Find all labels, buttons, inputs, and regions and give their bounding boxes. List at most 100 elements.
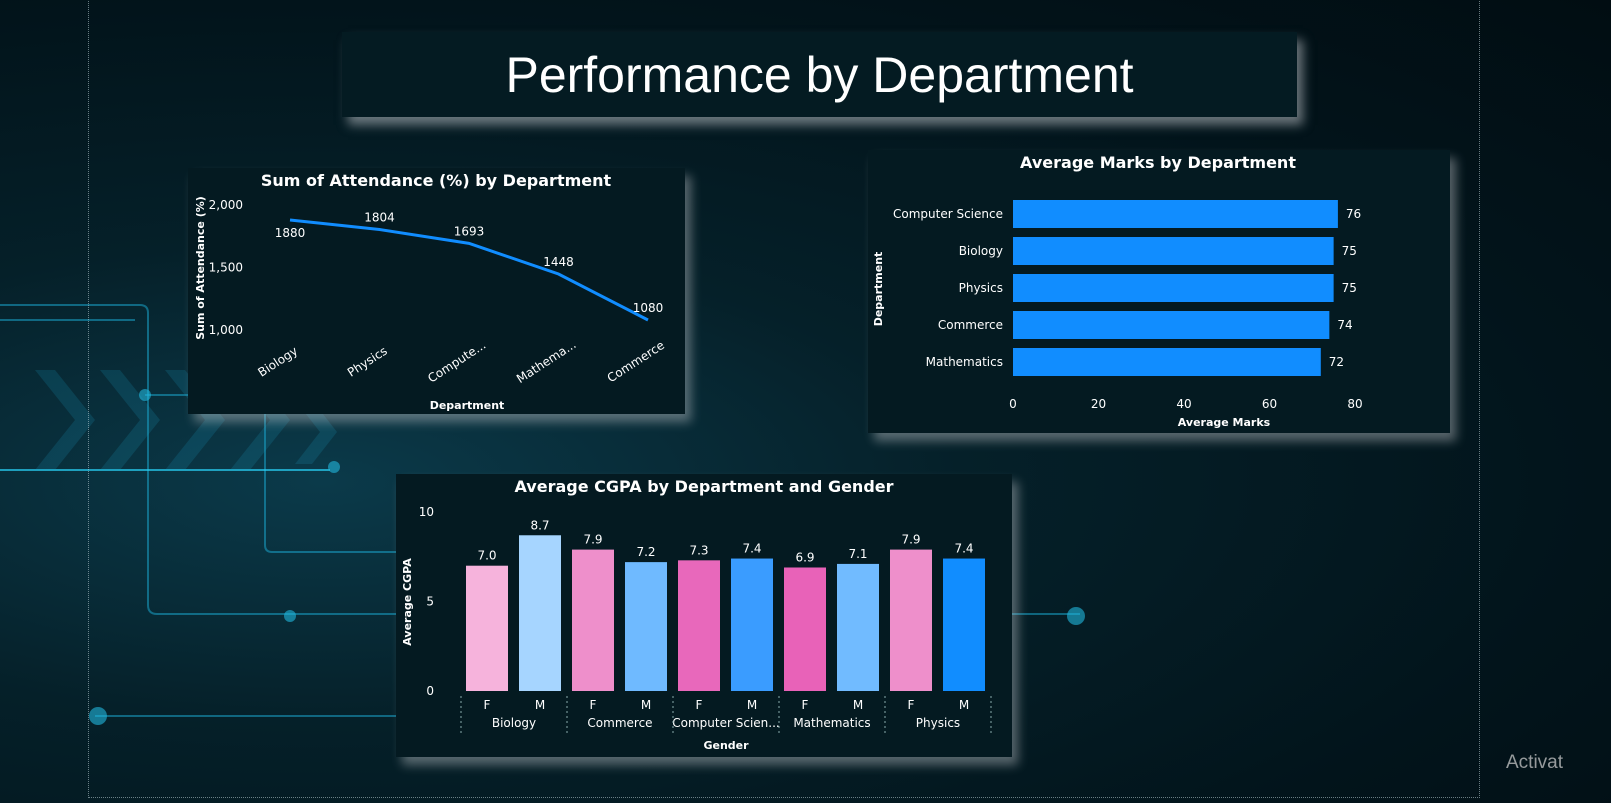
glow-dot: [1067, 607, 1085, 625]
bar[interactable]: [625, 562, 667, 691]
data-label: 7.1: [848, 547, 867, 561]
x-tick-label: 60: [1262, 397, 1277, 411]
data-label: 7.4: [742, 542, 761, 556]
y-tick-label: 2,000: [209, 198, 243, 212]
page-title-box: Performance by Department: [342, 32, 1297, 117]
chart-title: Sum of Attendance (%) by Department: [261, 171, 612, 190]
chart-title: Average Marks by Department: [1020, 153, 1296, 172]
data-label: 8.7: [530, 518, 549, 532]
y-tick-label: 5: [426, 595, 434, 609]
data-label: 75: [1342, 244, 1357, 258]
x-tick-label: M: [747, 698, 757, 712]
y-tick-label: Computer Science: [893, 207, 1003, 221]
y-tick-label: 0: [426, 684, 434, 698]
x-tick-label: M: [959, 698, 969, 712]
x-tick-label: Compute...: [425, 338, 488, 386]
data-label: 7.0: [477, 549, 496, 563]
x-tick-label: M: [535, 698, 545, 712]
x-tick-label: Mathema...: [514, 337, 579, 386]
group-label: Computer Scien...: [672, 716, 779, 730]
cgpa-chart-card[interactable]: Average CGPA by Department and Gender 0 5…: [396, 474, 1012, 757]
bar[interactable]: [943, 558, 985, 691]
cgpa-column-chart: Average CGPA by Department and Gender 0 5…: [401, 477, 992, 752]
x-tick-label: 40: [1176, 397, 1191, 411]
group-label: Biology: [492, 716, 536, 730]
circuit-line: [0, 304, 1080, 615]
x-tick-label: F: [590, 698, 597, 712]
x-tick-label: Physics: [345, 344, 390, 380]
y-axis-title: Average CGPA: [401, 558, 414, 646]
x-tick-label: Commerce: [605, 338, 667, 385]
data-label: 1693: [454, 224, 485, 238]
glow-dot: [89, 707, 107, 725]
data-label: 6.9: [795, 550, 814, 564]
group-label: Mathematics: [793, 716, 870, 730]
data-label: 1804: [364, 211, 395, 225]
y-tick-label: 1,500: [209, 261, 243, 275]
data-label: 7.3: [689, 543, 708, 557]
data-label: 72: [1329, 355, 1344, 369]
x-tick-label: F: [696, 698, 703, 712]
bar[interactable]: [466, 565, 508, 691]
data-label: 7.4: [954, 542, 973, 556]
x-tick-label: F: [802, 698, 809, 712]
bar[interactable]: [519, 535, 561, 691]
report-canvas-border: [88, 0, 1480, 798]
group-label: Commerce: [587, 716, 652, 730]
x-tick-label: 80: [1347, 397, 1362, 411]
marks-bar-chart: Average Marks by Department Computer Sci…: [872, 153, 1363, 429]
bar[interactable]: [1013, 237, 1334, 265]
bar[interactable]: [1013, 200, 1338, 228]
x-tick-label: F: [484, 698, 491, 712]
data-label: 7.9: [901, 533, 920, 547]
page-title: Performance by Department: [505, 46, 1134, 103]
x-tick-label: F: [908, 698, 915, 712]
marks-chart-card[interactable]: Average Marks by Department Computer Sci…: [868, 150, 1450, 433]
attendance-line-chart: Sum of Attendance (%) by Department 1,00…: [194, 171, 667, 412]
data-label: 75: [1342, 281, 1357, 295]
x-tick-label: M: [853, 698, 863, 712]
x-tick-label: 0: [1009, 397, 1017, 411]
data-label: 7.9: [583, 533, 602, 547]
bar[interactable]: [731, 558, 773, 691]
y-tick-label: 1,000: [209, 323, 243, 337]
bar[interactable]: [1013, 274, 1334, 302]
data-label: 1448: [543, 255, 574, 269]
y-axis-title: Department: [872, 252, 885, 327]
chevron-shape: [35, 370, 95, 470]
x-axis-title: Average Marks: [1178, 416, 1271, 429]
data-label: 76: [1346, 207, 1361, 221]
attendance-line: [289, 218, 649, 322]
bar[interactable]: [1013, 348, 1321, 376]
x-tick-label: 20: [1091, 397, 1106, 411]
chevron-shape: [100, 370, 160, 470]
chart-title: Average CGPA by Department and Gender: [514, 477, 893, 496]
bar[interactable]: [1013, 311, 1330, 339]
data-label: 7.2: [636, 545, 655, 559]
bar[interactable]: [837, 563, 879, 691]
y-tick-label: Mathematics: [926, 355, 1003, 369]
y-tick-label: Commerce: [938, 318, 1003, 332]
y-tick-label: Physics: [959, 281, 1003, 295]
attendance-chart-card[interactable]: Sum of Attendance (%) by Department 1,00…: [188, 168, 685, 414]
x-axis-title: Department: [430, 399, 505, 412]
group-label: Physics: [916, 716, 960, 730]
y-axis-title: Sum of Attendance (%): [194, 196, 207, 340]
data-label: 1080: [633, 301, 664, 315]
glow-dot: [139, 389, 151, 401]
bar[interactable]: [784, 567, 826, 691]
x-axis-title: Gender: [703, 739, 749, 752]
x-tick-label: M: [641, 698, 651, 712]
data-label: 74: [1337, 318, 1352, 332]
data-label: 1880: [275, 226, 306, 240]
glow-dot: [328, 461, 340, 473]
bar[interactable]: [678, 560, 720, 691]
bar[interactable]: [572, 549, 614, 691]
y-tick-label: 10: [419, 505, 434, 519]
glow-dot: [284, 610, 296, 622]
activation-watermark: Activat: [1506, 752, 1564, 773]
circuit-line: [264, 380, 980, 553]
y-tick-label: Biology: [959, 244, 1003, 258]
bar[interactable]: [890, 549, 932, 691]
x-tick-label: Biology: [255, 344, 300, 380]
